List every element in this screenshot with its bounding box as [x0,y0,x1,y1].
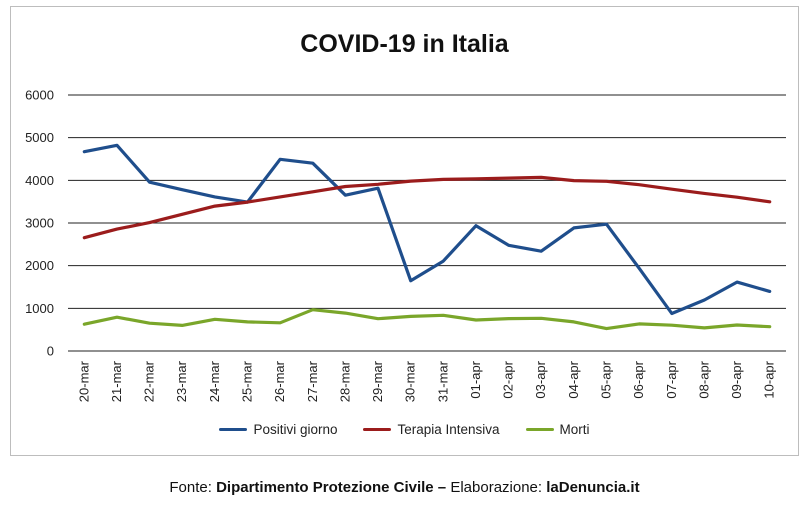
source-dash: – [433,479,451,496]
x-tick-label: 03-apr [533,360,548,398]
source-prefix: Fonte: [169,479,217,496]
x-tick-label: 10-apr [762,360,777,398]
x-tick-label: 22-mar [142,360,157,402]
x-tick-label: 29-mar [370,360,385,402]
x-tick-label: 08-apr [696,360,711,398]
x-tick-label: 30-mar [403,360,418,402]
source-org: Dipartimento Protezione Civile [216,479,434,496]
legend-label: Positivi giorno [253,422,338,437]
chart-legend: Positivi giorno Terapia Intensiva Morti [0,422,809,437]
source-site: laDenuncia.it [546,479,640,496]
chart-frame [10,6,799,456]
x-tick-label: 07-apr [664,360,679,398]
y-tick-label: 4000 [25,173,54,188]
x-tick-label: 02-apr [501,360,516,398]
y-tick-label: 0 [47,344,54,359]
line-chart: 0 1000 2000 3000 4000 5000 6000 20-mar 21-mar 22-… [25,88,786,402]
source-elab-label: Elaborazione: [450,479,547,496]
x-tick-label: 28-mar [337,360,352,402]
y-tick-label: 3000 [25,216,54,231]
x-tick-label: 26-mar [272,360,287,402]
y-tick-label: 5000 [25,130,54,145]
series-line-1 [82,143,772,316]
x-tick-label: 04-apr [566,360,581,398]
x-tick-label: 01-apr [468,360,483,398]
source-note: Fonte: Dipartimento Protezione Civile – … [0,479,809,496]
y-tick-label: 2000 [25,258,54,273]
legend-swatch [363,428,392,431]
legend-swatch [525,428,554,431]
x-tick-label: 25-mar [240,360,255,402]
legend-label: Morti [559,422,590,437]
legend-label: Terapia Intensiva [397,422,500,437]
x-tick-label: 09-apr [729,360,744,398]
x-tick-label: 06-apr [631,360,646,398]
x-tick-label: 20-mar [76,360,91,402]
legend-item: Terapia Intensiva [363,422,500,437]
chart-title: COVID-19 in Italia [300,30,509,58]
y-tick-label: 1000 [25,301,54,316]
x-tick-label: 31-mar [435,360,450,402]
y-tick-label: 6000 [25,88,54,103]
x-tick-label: 21-mar [109,360,124,402]
x-tick-label: 05-apr [599,360,614,398]
x-tick-label: 23-mar [174,360,189,402]
x-tick-label: 24-mar [207,360,222,402]
legend-item: Positivi giorno [219,422,337,437]
series-line-2 [82,175,772,240]
x-tick-label: 27-mar [305,360,320,402]
legend-swatch [219,428,248,431]
legend-item: Morti [525,422,590,437]
series-line-3 [82,308,772,331]
